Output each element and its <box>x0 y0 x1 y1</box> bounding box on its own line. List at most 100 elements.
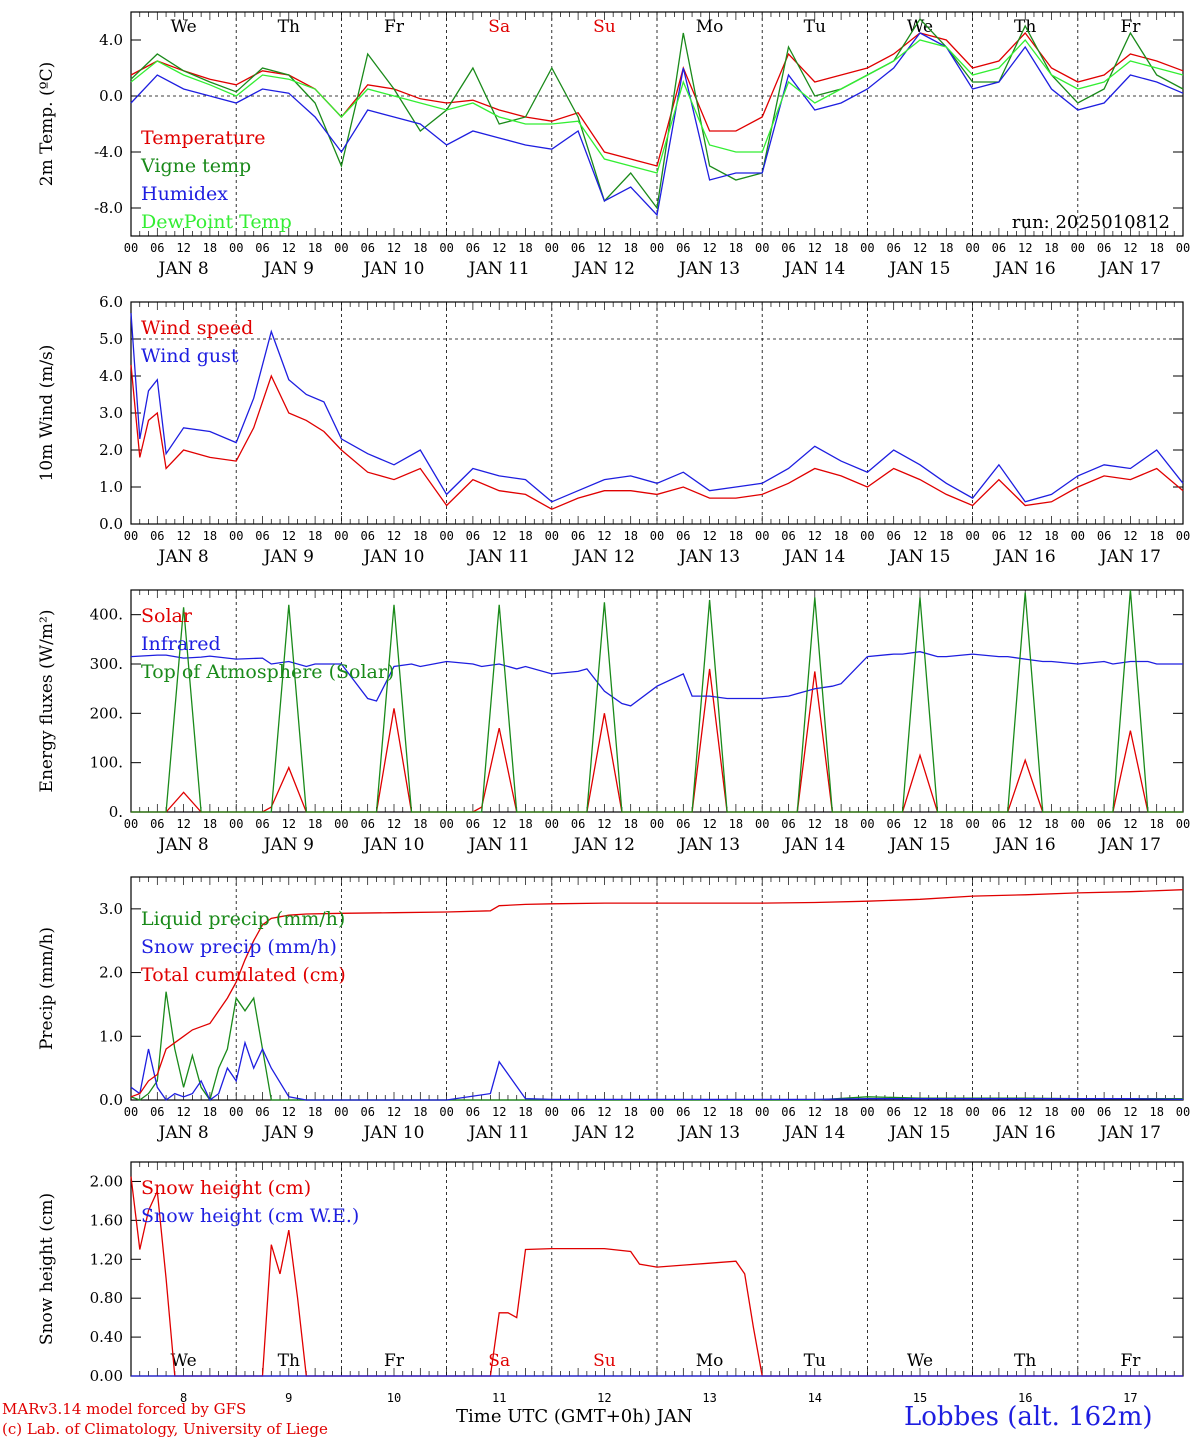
hour-label: 06 <box>992 241 1006 255</box>
hour-label: 06 <box>992 817 1006 831</box>
hour-label: 06 <box>781 241 795 255</box>
date-label: JAN 8 <box>157 547 209 567</box>
hour-label: 12 <box>492 817 506 831</box>
y-tick-label: -4.0 <box>94 143 123 161</box>
weekday-label: Th <box>1014 1351 1036 1371</box>
hour-label: 12 <box>1018 817 1032 831</box>
hour-label: 06 <box>466 529 480 543</box>
hour-label: 06 <box>150 529 164 543</box>
hour-label: 12 <box>282 241 296 255</box>
hour-label: 18 <box>203 529 217 543</box>
weekday-label: Th <box>278 17 300 37</box>
hour-label: 06 <box>676 529 690 543</box>
y-tick-label: 100. <box>90 754 123 772</box>
hour-label: 18 <box>1149 241 1163 255</box>
date-label: JAN 8 <box>157 835 209 855</box>
date-label: JAN 16 <box>993 547 1056 567</box>
weekday-label: Mo <box>696 1351 724 1371</box>
legend-entry: Infrared <box>141 633 221 655</box>
weekday-label: Tu <box>804 1351 826 1371</box>
weekday-label: We <box>907 1351 933 1371</box>
date-label: JAN 13 <box>677 547 740 567</box>
hour-label: 18 <box>939 241 953 255</box>
hour-label: 12 <box>1018 1105 1032 1119</box>
weekday-label: Mo <box>696 17 724 37</box>
date-label: JAN 17 <box>1098 835 1161 855</box>
hour-label: 12 <box>1123 817 1137 831</box>
hour-label: 18 <box>939 817 953 831</box>
legend-entry: Wind speed <box>141 317 253 339</box>
series-line <box>131 589 1183 813</box>
legend-entry: Humidex <box>141 183 228 205</box>
hour-label: 00 <box>229 1105 243 1119</box>
hour-label: 12 <box>387 1105 401 1119</box>
hour-label: 12 <box>702 241 716 255</box>
hour-label: 12 <box>702 1105 716 1119</box>
hour-label: 12 <box>282 529 296 543</box>
hour-label: 00 <box>439 529 453 543</box>
hour-label: 12 <box>1123 1105 1137 1119</box>
hour-label: 12 <box>913 817 927 831</box>
series-line <box>130 31 1184 167</box>
hour-label: 06 <box>360 1105 374 1119</box>
hour-label: 00 <box>1176 241 1190 255</box>
series-line <box>130 889 1184 1098</box>
hour-label: 18 <box>203 1105 217 1119</box>
hour-label: 06 <box>255 817 269 831</box>
hour-label: 06 <box>1097 817 1111 831</box>
y-tick-label: 2.00 <box>90 1172 123 1190</box>
hour-label: 00 <box>1071 241 1085 255</box>
hour-label: 18 <box>729 529 743 543</box>
hour-label: 12 <box>176 241 190 255</box>
hour-label: 18 <box>518 529 532 543</box>
series-line <box>130 17 1184 210</box>
hour-label: 06 <box>150 241 164 255</box>
y-tick-label: 200. <box>90 704 123 722</box>
series-line <box>130 32 1184 217</box>
date-label: JAN 14 <box>782 259 845 279</box>
hour-label: 18 <box>203 241 217 255</box>
hour-label: 12 <box>913 1105 927 1119</box>
hour-label: 12 <box>597 817 611 831</box>
hour-label: 18 <box>518 817 532 831</box>
weekday-label: Fr <box>384 17 405 37</box>
hour-label: 00 <box>334 529 348 543</box>
hour-label: 06 <box>360 529 374 543</box>
hour-label: 12 <box>492 1105 506 1119</box>
date-label: JAN 11 <box>467 259 530 279</box>
date-label: JAN 15 <box>887 835 950 855</box>
hour-label: 18 <box>413 241 427 255</box>
hour-label: 12 <box>387 529 401 543</box>
day-number-label: 9 <box>285 1391 292 1405</box>
date-label: JAN 16 <box>993 835 1056 855</box>
hour-label: 12 <box>176 529 190 543</box>
station-name: Lobbes (alt. 162m) <box>904 1402 1153 1432</box>
hour-label: 12 <box>1018 241 1032 255</box>
hour-label: 00 <box>439 817 453 831</box>
date-label: JAN 9 <box>262 1123 314 1143</box>
hour-label: 06 <box>1097 529 1111 543</box>
date-label: JAN 15 <box>887 259 950 279</box>
date-label: JAN 14 <box>782 835 845 855</box>
date-label: JAN 12 <box>572 259 635 279</box>
hour-label: 06 <box>571 1105 585 1119</box>
y-tick-label: 0.0 <box>99 1091 123 1109</box>
legend-entry: Snow precip (mm/h) <box>141 936 337 958</box>
series-line <box>130 364 1184 510</box>
legend-entry: Temperature <box>141 127 265 149</box>
date-label: JAN 8 <box>157 1123 209 1143</box>
y-tick-label: 4.0 <box>99 367 123 385</box>
hour-label: 18 <box>834 1105 848 1119</box>
date-label: JAN 13 <box>677 835 740 855</box>
y-axis-label: Precip (mm/h) <box>37 927 57 1050</box>
hour-label: 18 <box>834 241 848 255</box>
y-tick-label: 6.0 <box>99 293 123 311</box>
hour-label: 00 <box>545 241 559 255</box>
weekday-label: Su <box>593 17 616 37</box>
date-label: JAN 17 <box>1098 1123 1161 1143</box>
hour-label: 18 <box>308 817 322 831</box>
hour-label: 00 <box>124 241 138 255</box>
date-label: JAN 17 <box>1098 547 1161 567</box>
hour-label: 12 <box>387 817 401 831</box>
